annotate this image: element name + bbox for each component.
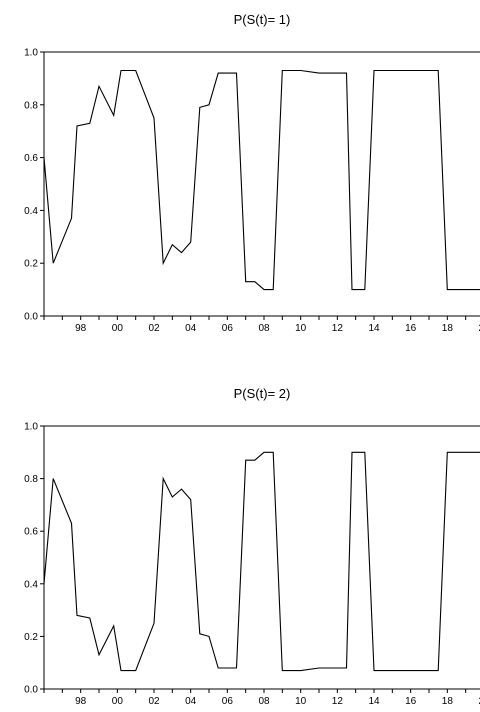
chart-2-x-tick-label: 20 <box>478 696 480 707</box>
chart-1-y-tick-label: 0.4 <box>24 206 38 217</box>
chart-1-y-tick-label: 0.6 <box>24 153 38 164</box>
chart-2-x-tick-label: 16 <box>405 696 417 707</box>
chart-1-y-tick-label: 0.2 <box>24 259 38 270</box>
chart-1-title: P(S(t)= 1) <box>234 12 291 27</box>
chart-2-y-tick-label: 0.8 <box>24 474 38 485</box>
chart-1-x-tick-label: 98 <box>75 323 87 334</box>
chart-2-y-tick-label: 0.4 <box>24 579 38 590</box>
chart-1-y-tick-label: 0.0 <box>24 312 38 323</box>
chart-1-x-tick-label: 12 <box>332 323 344 334</box>
chart-2-y-tick-label: 0.2 <box>24 632 38 643</box>
chart-2-x-tick-label: 02 <box>148 696 160 707</box>
chart-2-x-tick-label: 14 <box>368 696 380 707</box>
chart-1-x-tick-label: 20 <box>478 323 480 334</box>
chart-2-x-tick-label: 04 <box>185 696 197 707</box>
chart-2-x-tick-label: 12 <box>332 696 344 707</box>
chart-1-x-tick-label: 00 <box>112 323 124 334</box>
chart-1-x-tick-label: 14 <box>368 323 380 334</box>
chart-2-x-tick-label: 98 <box>75 696 87 707</box>
chart-2-x-tick-label: 10 <box>295 696 307 707</box>
chart-2-x-tick-label: 06 <box>222 696 234 707</box>
chart-2-x-tick-label: 08 <box>258 696 270 707</box>
chart-1-x-tick-label: 06 <box>222 323 234 334</box>
chart-2-y-tick-label: 0.6 <box>24 527 38 538</box>
chart-2-y-tick-label: 0.0 <box>24 685 38 696</box>
chart-2-title: P(S(t)= 2) <box>234 386 291 401</box>
chart-1-x-tick-label: 16 <box>405 323 417 334</box>
chart-1-x-tick-label: 18 <box>442 323 454 334</box>
chart-2-x-tick-label: 18 <box>442 696 454 707</box>
chart-1-x-tick-label: 08 <box>258 323 270 334</box>
chart-1-x-tick-label: 10 <box>295 323 307 334</box>
chart-1-y-tick-label: 0.8 <box>24 100 38 111</box>
chart-1-x-tick-label: 02 <box>148 323 160 334</box>
chart-1-y-tick-label: 1.0 <box>24 48 38 59</box>
chart-2-y-tick-label: 1.0 <box>24 422 38 433</box>
chart-1-x-tick-label: 04 <box>185 323 197 334</box>
chart-1-series-line <box>43 69 480 291</box>
chart-2-x-tick-label: 00 <box>112 696 124 707</box>
chart-2-series-line <box>43 451 480 672</box>
